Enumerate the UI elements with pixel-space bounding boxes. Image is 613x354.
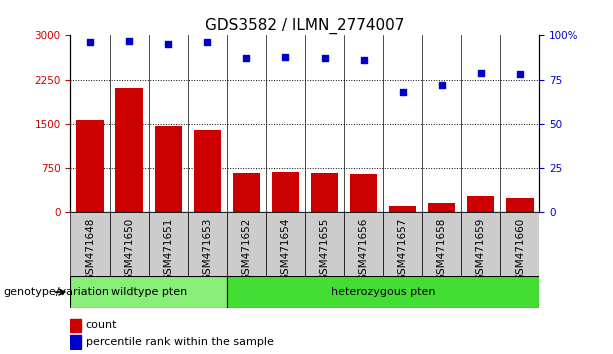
Bar bbox=[467, 196, 495, 212]
Text: GSM471660: GSM471660 bbox=[515, 217, 525, 281]
Bar bbox=[305, 212, 344, 276]
Point bbox=[163, 41, 173, 47]
Bar bbox=[350, 174, 377, 212]
Text: GSM471651: GSM471651 bbox=[163, 217, 173, 281]
Text: percentile rank within the sample: percentile rank within the sample bbox=[85, 337, 273, 347]
Text: wildtype pten: wildtype pten bbox=[110, 287, 187, 297]
Bar bbox=[227, 212, 266, 276]
Bar bbox=[500, 212, 539, 276]
Point bbox=[281, 54, 291, 59]
Bar bbox=[149, 212, 188, 276]
Point bbox=[124, 38, 134, 44]
Bar bbox=[154, 126, 182, 212]
Bar bbox=[311, 173, 338, 212]
Point bbox=[359, 57, 368, 63]
Text: GSM471658: GSM471658 bbox=[436, 217, 447, 281]
Point bbox=[242, 56, 251, 61]
Bar bbox=[272, 172, 299, 212]
Bar bbox=[389, 206, 416, 212]
Bar bbox=[344, 212, 383, 276]
Text: GSM471656: GSM471656 bbox=[359, 217, 368, 281]
Bar bbox=[70, 335, 81, 349]
Bar bbox=[70, 319, 81, 332]
Title: GDS3582 / ILMN_2774007: GDS3582 / ILMN_2774007 bbox=[205, 18, 405, 34]
Point bbox=[515, 72, 525, 77]
Text: GSM471648: GSM471648 bbox=[85, 217, 95, 281]
Point bbox=[202, 40, 212, 45]
Text: genotype/variation: genotype/variation bbox=[3, 287, 109, 297]
Bar bbox=[188, 212, 227, 276]
Bar bbox=[70, 212, 110, 276]
Text: heterozygous pten: heterozygous pten bbox=[331, 287, 435, 297]
Bar bbox=[70, 276, 227, 308]
Point bbox=[476, 70, 485, 75]
Point bbox=[437, 82, 447, 88]
Text: GSM471654: GSM471654 bbox=[280, 217, 291, 281]
Bar bbox=[227, 276, 539, 308]
Text: count: count bbox=[85, 320, 117, 330]
Point bbox=[85, 40, 95, 45]
Bar bbox=[194, 130, 221, 212]
Bar bbox=[422, 212, 462, 276]
Bar bbox=[428, 203, 455, 212]
Text: GSM471652: GSM471652 bbox=[242, 217, 251, 281]
Bar bbox=[506, 198, 533, 212]
Point bbox=[319, 56, 329, 61]
Text: GSM471653: GSM471653 bbox=[202, 217, 212, 281]
Text: GSM471659: GSM471659 bbox=[476, 217, 486, 281]
Text: GSM471657: GSM471657 bbox=[398, 217, 408, 281]
Bar bbox=[110, 212, 149, 276]
Text: GSM471655: GSM471655 bbox=[319, 217, 330, 281]
Point bbox=[398, 89, 408, 95]
Bar bbox=[115, 88, 143, 212]
Bar bbox=[233, 173, 260, 212]
Bar bbox=[462, 212, 500, 276]
Bar bbox=[77, 120, 104, 212]
Text: GSM471650: GSM471650 bbox=[124, 217, 134, 281]
Bar bbox=[266, 212, 305, 276]
Bar bbox=[383, 212, 422, 276]
